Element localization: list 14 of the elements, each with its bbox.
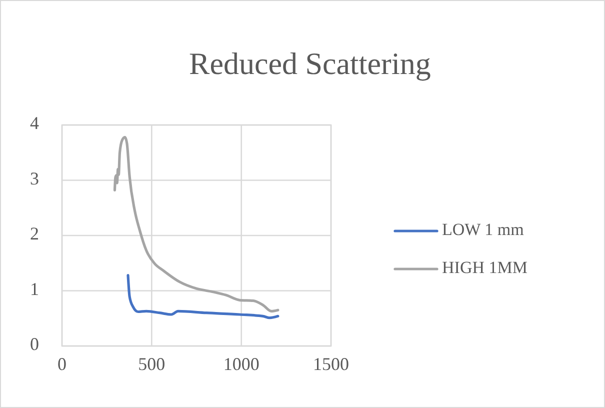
x-tick-label: 500 (138, 354, 166, 374)
x-tick-label: 1500 (313, 354, 349, 374)
line-series (113, 136, 280, 312)
x-tick-label: 1000 (223, 354, 260, 374)
legend-label: LOW 1 mm (442, 220, 524, 239)
y-tick-label: 2 (30, 224, 39, 244)
y-tick-label: 1 (30, 278, 39, 299)
line-series (126, 274, 280, 320)
y-tick-label: 3 (30, 168, 39, 188)
chart-title: Reduced Scattering (189, 46, 431, 81)
y-tick-label: 0 (30, 334, 39, 354)
x-tick-label: 0 (58, 354, 66, 374)
legend-label: HIGH 1MM (442, 258, 528, 277)
y-tick-label: 4 (30, 113, 39, 134)
